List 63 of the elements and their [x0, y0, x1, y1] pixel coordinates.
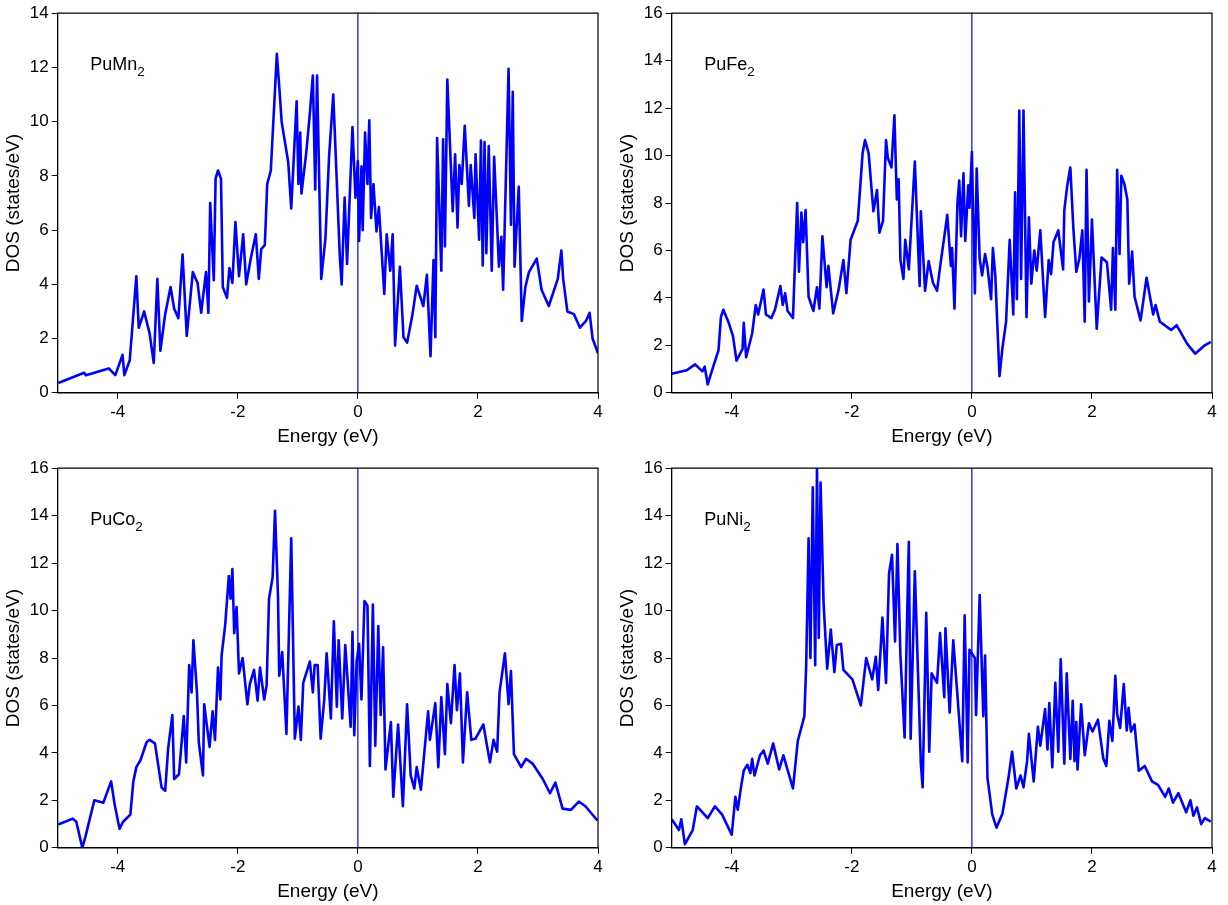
x-tick-label: -4: [110, 856, 126, 876]
x-tick-label: -4: [724, 856, 740, 876]
x-tick-label: 4: [1207, 401, 1217, 421]
y-tick-label: 8: [653, 647, 663, 667]
y-tick-label: 6: [39, 695, 49, 715]
y-tick-label: 4: [39, 274, 49, 294]
x-tick-label: -2: [844, 856, 860, 876]
x-tick-label: 2: [473, 856, 483, 876]
y-tick-label: 0: [653, 382, 663, 402]
x-tick-label: 4: [593, 401, 603, 421]
y-tick-label: 12: [29, 57, 49, 77]
x-axis-title: Energy (eV): [891, 424, 993, 446]
y-tick-label: 2: [653, 335, 663, 355]
y-axis-title: DOS (states/eV): [1, 133, 23, 273]
x-tick-label: -4: [110, 401, 126, 421]
y-tick-label: 8: [39, 647, 49, 667]
y-axis-title: DOS (states/eV): [615, 133, 637, 273]
x-axis-title: Energy (eV): [277, 879, 379, 901]
y-tick-label: 0: [39, 382, 49, 402]
x-tick-label: 0: [353, 856, 363, 876]
y-tick-label: 8: [653, 192, 663, 212]
y-tick-label: 4: [39, 742, 49, 762]
x-tick-label: 2: [473, 401, 483, 421]
y-tick-label: 12: [29, 552, 49, 572]
y-axis-title: DOS (states/eV): [615, 588, 637, 728]
y-tick-label: 14: [643, 505, 663, 525]
y-tick-label: 16: [643, 457, 663, 477]
y-axis-title: DOS (states/eV): [1, 588, 23, 728]
x-tick-label: 0: [967, 401, 977, 421]
y-tick-label: 14: [643, 50, 663, 70]
x-tick-label: 4: [1207, 856, 1217, 876]
y-tick-label: 10: [643, 600, 663, 620]
y-tick-label: 2: [653, 790, 663, 810]
y-tick-label: 6: [653, 240, 663, 260]
y-tick-label: 2: [39, 328, 49, 348]
x-tick-label: 0: [353, 401, 363, 421]
y-tick-label: 8: [39, 165, 49, 185]
y-tick-label: 4: [653, 287, 663, 307]
y-tick-label: 12: [643, 97, 663, 117]
x-tick-label: -2: [230, 856, 246, 876]
x-tick-label: -2: [844, 401, 860, 421]
y-tick-label: 10: [29, 600, 49, 620]
x-axis-title: Energy (eV): [891, 879, 993, 901]
y-tick-label: 10: [29, 111, 49, 131]
x-tick-label: 2: [1087, 401, 1097, 421]
y-tick-label: 6: [653, 695, 663, 715]
y-tick-label: 6: [39, 219, 49, 239]
x-tick-label: 2: [1087, 856, 1097, 876]
y-tick-label: 12: [643, 552, 663, 572]
y-tick-label: 2: [39, 790, 49, 810]
x-tick-label: -4: [724, 401, 740, 421]
x-axis-title: Energy (eV): [277, 424, 379, 446]
y-tick-label: 16: [29, 457, 49, 477]
x-tick-label: 0: [967, 856, 977, 876]
y-tick-label: 4: [653, 742, 663, 762]
x-tick-label: 4: [593, 856, 603, 876]
x-tick-label: -2: [230, 401, 246, 421]
y-tick-label: 0: [653, 837, 663, 857]
y-tick-label: 14: [29, 2, 49, 22]
y-tick-label: 0: [39, 837, 49, 857]
y-tick-label: 14: [29, 505, 49, 525]
y-tick-label: 16: [643, 2, 663, 22]
y-tick-label: 10: [643, 145, 663, 165]
